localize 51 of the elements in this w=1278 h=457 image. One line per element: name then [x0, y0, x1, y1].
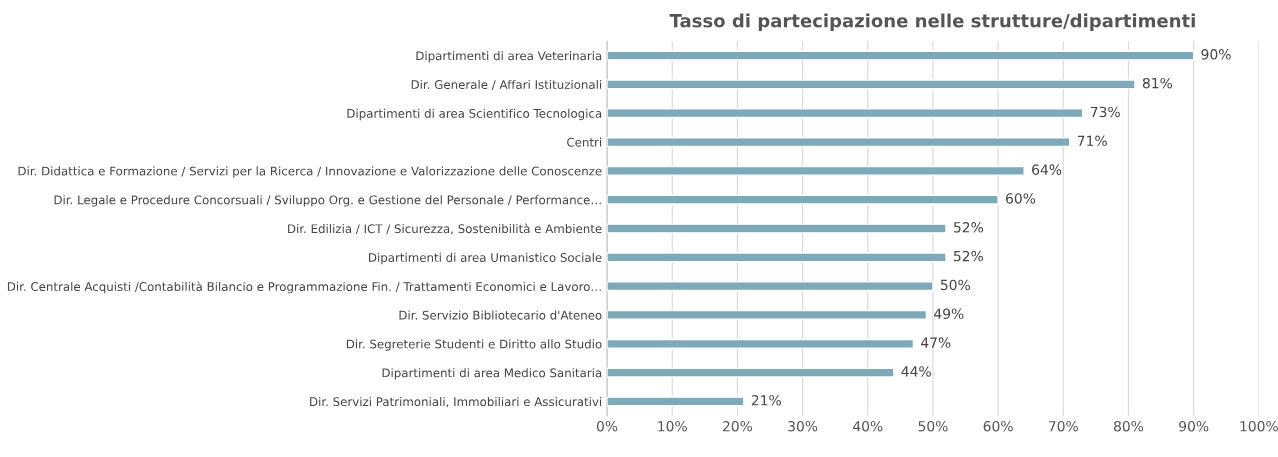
bar [607, 165, 1025, 176]
x-tick-label: 60% [983, 420, 1013, 432]
data-label: 21% [751, 394, 781, 406]
x-tick-label: 0% [596, 420, 618, 432]
bar [607, 223, 947, 234]
data-label: 50% [940, 279, 970, 291]
x-tick-label: 10% [658, 420, 687, 432]
y-tick-label: Dir. Didattica e Formazione / Servizi per la Ricerca / Innovazione e Valorizzazione delle Conoscenze [18, 166, 602, 178]
x-tick-label: 90% [1179, 420, 1209, 432]
y-tick-label: Dir. Servizi Patrimoniali, Immobiliari e Assicurativi [310, 396, 602, 408]
bar [607, 108, 1084, 119]
bar [607, 79, 1136, 90]
bar [607, 50, 1195, 61]
y-tick-label: Dir. Generale / Affari Istituzionali [411, 79, 602, 90]
x-tick-label: 80% [1113, 420, 1144, 432]
x-tick-label: 40% [853, 420, 883, 432]
data-label: 52% [953, 222, 984, 233]
bar [607, 194, 999, 205]
y-tick-label: Dir. Servizio Bibliotecario d'Ateneo [399, 310, 602, 320]
data-label: 44% [901, 366, 931, 377]
x-tick-label: 20% [722, 420, 753, 432]
data-label: 81% [1142, 77, 1173, 89]
data-label: 73% [1090, 106, 1120, 118]
bar [607, 338, 915, 349]
data-label: 49% [934, 308, 964, 320]
bar [607, 367, 895, 378]
y-tick-label: Dipartimenti di area Scientifico Tecnologica [347, 108, 602, 121]
data-label: 60% [1006, 193, 1036, 204]
data-label: 47% [921, 337, 951, 348]
x-tick-label: 100% [1240, 420, 1278, 432]
y-tick-label: Dir. Edilizia / ICT / Sicurezza, Sostenibilità e Ambiente [288, 223, 602, 235]
x-tick-label: 30% [788, 420, 818, 432]
y-tick-label: Dir. Centrale Acquisti /Contabilità Bilancio e Programmazione Fin. / Trattamenti Economici e Lavoro… [7, 281, 601, 294]
y-tick-label: Dipartimenti di area Medico Sanitaria [382, 368, 602, 380]
data-label: 90% [1201, 49, 1231, 60]
bar [607, 137, 1071, 148]
data-label: 52% [953, 250, 984, 262]
bar [607, 281, 934, 292]
bar [607, 252, 947, 263]
chart-title: Tasso di partecipazione nelle strutture/dipartimenti [669, 13, 1195, 31]
x-tick-label: 50% [918, 420, 948, 432]
y-tick-label: Dir. Legale e Procedure Concorsuali / Sviluppo Org. e Gestione del Personale / Performance… [54, 195, 601, 207]
y-tick-label: Dipartimenti di area Umanistico Sociale [369, 252, 602, 265]
bar [607, 309, 928, 320]
data-label: 64% [1032, 164, 1062, 175]
data-label: 71% [1077, 135, 1107, 147]
y-tick-label: Dipartimenti di area Veterinaria [416, 51, 602, 63]
bar [607, 396, 745, 407]
x-tick-label: 70% [1049, 420, 1078, 432]
y-tick-label: Dir. Segreterie Studenti e Diritto allo Studio [346, 339, 602, 351]
y-tick-label: Centri [567, 137, 602, 147]
